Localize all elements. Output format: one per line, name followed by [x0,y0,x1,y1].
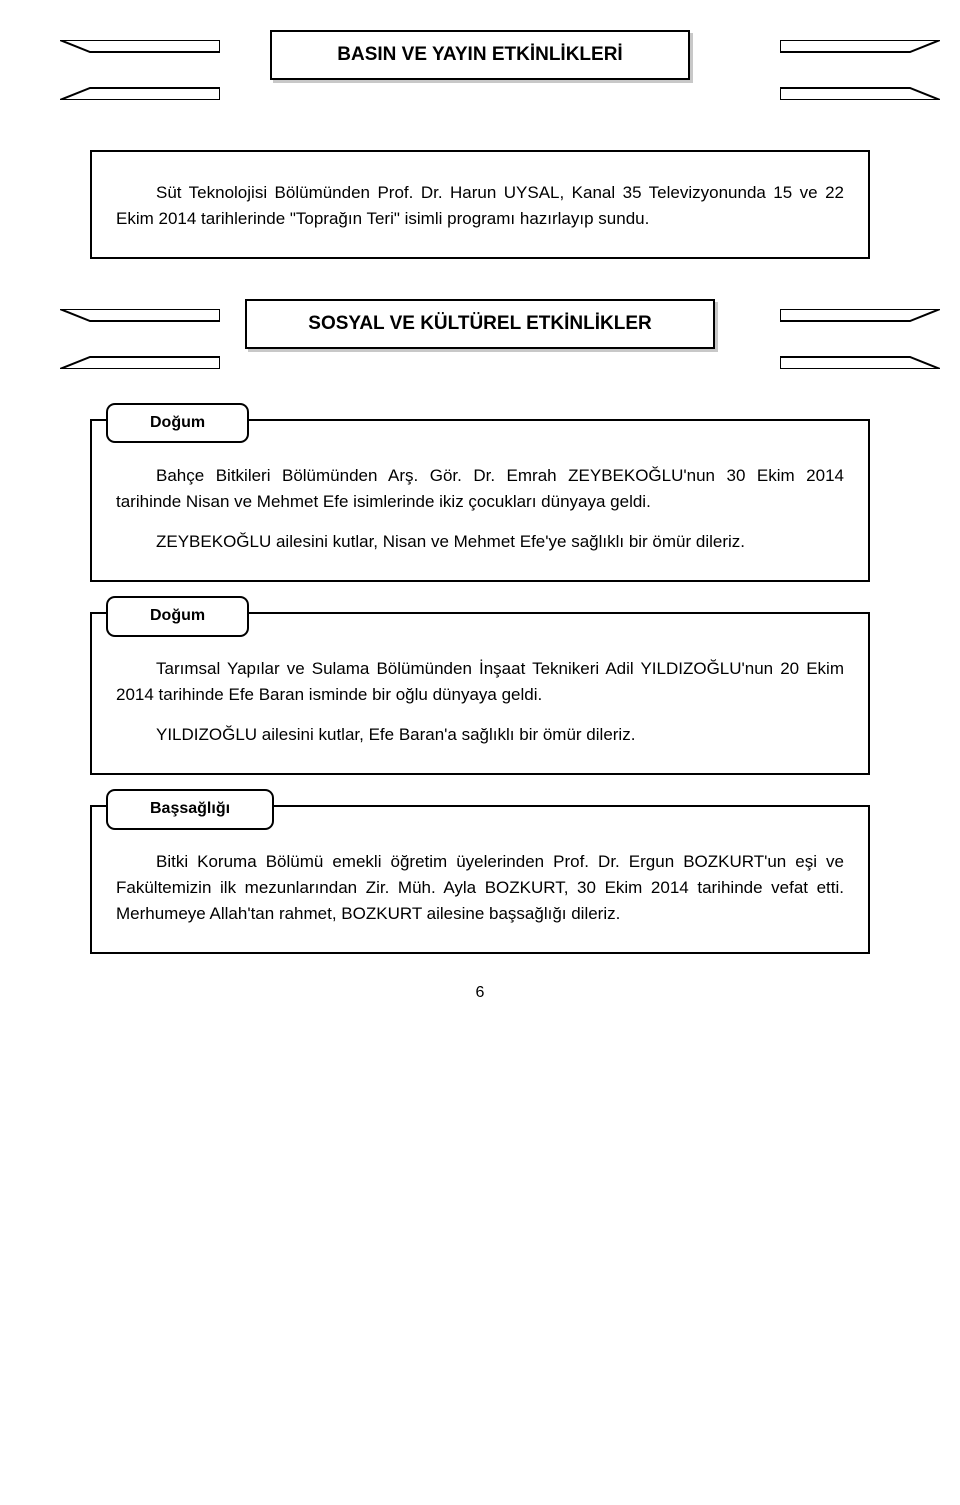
condolence-label: Başsağlığı [106,789,274,830]
banner-social-title: SOSYAL VE KÜLTÜREL ETKİNLİKLER [245,299,715,349]
ribbon-left-icon [60,309,180,369]
birth2-label: Doğum [106,596,249,637]
ribbon-right-icon [780,309,900,369]
page-number: 6 [90,984,870,1002]
banner-social: SOSYAL VE KÜLTÜREL ETKİNLİKLER [90,299,870,379]
scroll-curl-icon [231,403,249,444]
press-content-box: Süt Teknolojisi Bölümünden Prof. Dr. Har… [90,150,870,259]
condolence-box: Başsağlığı Bitki Koruma Bölümü emekli öğ… [90,805,870,954]
birth1-label: Doğum [106,403,249,444]
birth1-box: Doğum Bahçe Bitkileri Bölümünden Arş. Gö… [90,419,870,582]
ribbon-left-icon [60,40,180,100]
scroll-curl-icon [256,789,274,830]
condolence-p1: Bitki Koruma Bölümü emekli öğretim üyele… [116,849,844,928]
birth2-p2: YILDIZOĞLU ailesini kutlar, Efe Baran'a … [116,722,844,748]
ribbon-right-icon [780,40,900,100]
scroll-curl-icon [231,596,249,637]
birth2-p1: Tarımsal Yapılar ve Sulama Bölümünden İn… [116,656,844,709]
birth2-label-text: Doğum [124,596,231,637]
scroll-curl-icon [106,403,124,444]
banner-press-title: BASIN VE YAYIN ETKİNLİKLERİ [270,30,690,80]
banner-press: BASIN VE YAYIN ETKİNLİKLERİ [90,30,870,110]
press-paragraph: Süt Teknolojisi Bölümünden Prof. Dr. Har… [116,180,844,233]
scroll-curl-icon [106,596,124,637]
birth2-box: Doğum Tarımsal Yapılar ve Sulama Bölümün… [90,612,870,775]
birth1-p2: ZEYBEKOĞLU ailesini kutlar, Nisan ve Meh… [116,529,844,555]
birth1-label-text: Doğum [124,403,231,444]
birth1-p1: Bahçe Bitkileri Bölümünden Arş. Gör. Dr.… [116,463,844,516]
scroll-curl-icon [106,789,124,830]
condolence-label-text: Başsağlığı [124,789,256,830]
